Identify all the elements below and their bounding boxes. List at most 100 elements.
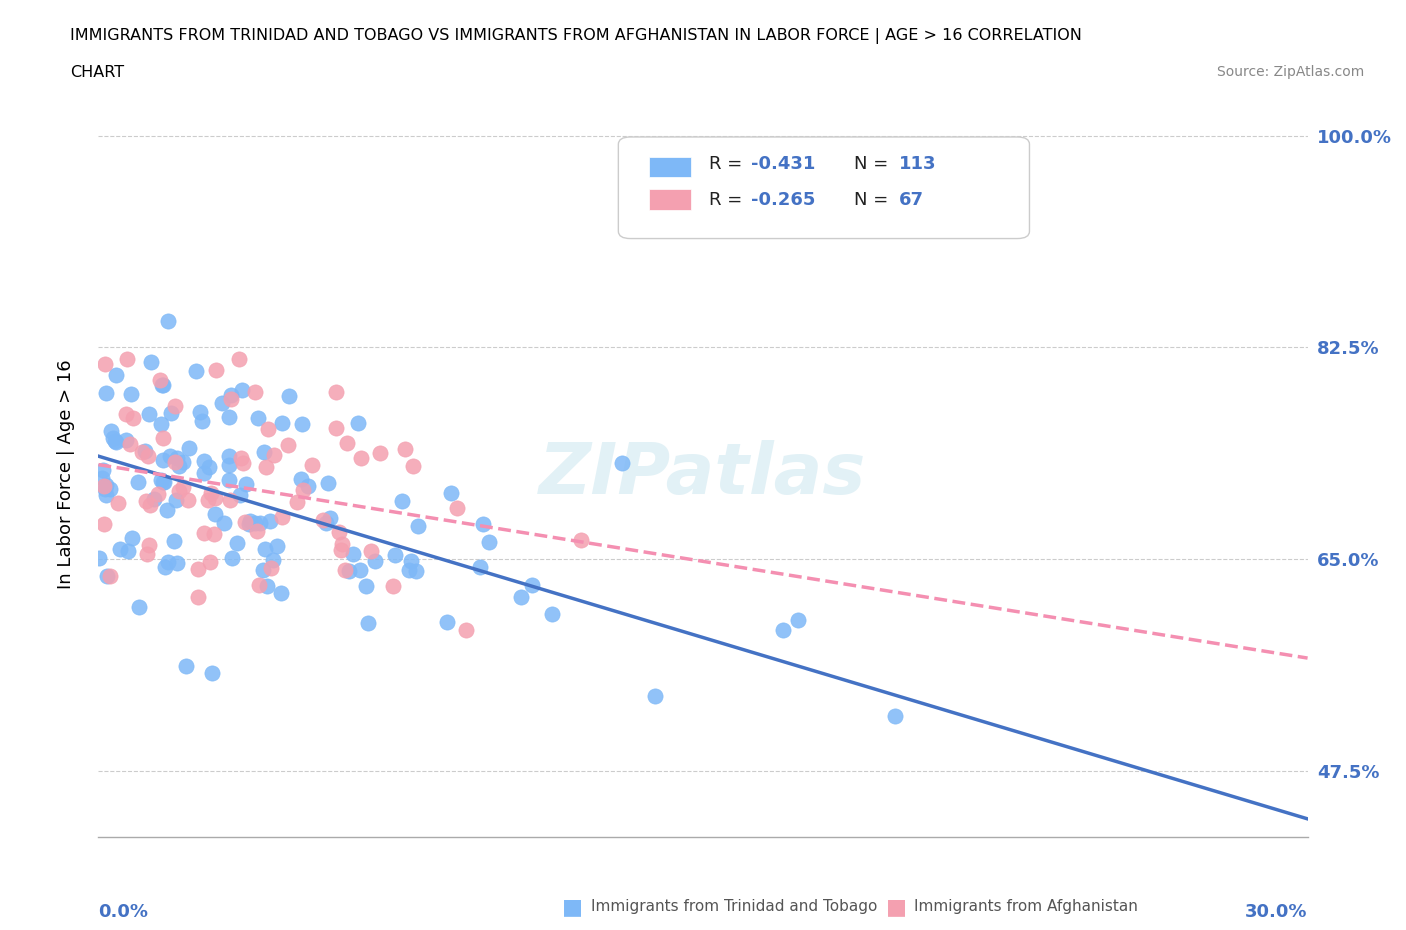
Point xyxy=(349,563,371,578)
Point xyxy=(405,564,427,578)
Point xyxy=(176,658,198,673)
Point xyxy=(221,551,243,565)
Point xyxy=(471,516,494,531)
Point xyxy=(193,525,215,540)
Point xyxy=(333,563,356,578)
Point xyxy=(198,459,221,474)
Point xyxy=(246,524,269,538)
Y-axis label: In Labor Force | Age > 16: In Labor Force | Age > 16 xyxy=(56,360,75,589)
Point xyxy=(540,606,562,621)
Point xyxy=(252,563,274,578)
Point xyxy=(93,479,115,494)
Point xyxy=(193,466,215,481)
Point xyxy=(193,453,215,468)
Point xyxy=(382,578,405,593)
Point xyxy=(104,433,127,448)
Point xyxy=(201,666,224,681)
Point xyxy=(165,493,187,508)
Point xyxy=(218,409,240,424)
Point xyxy=(218,493,240,508)
Point xyxy=(218,458,240,472)
Text: N =: N = xyxy=(855,191,894,209)
Point xyxy=(221,388,243,403)
Point xyxy=(187,590,209,604)
Point xyxy=(96,568,118,583)
Text: ■: ■ xyxy=(886,897,907,917)
Point xyxy=(115,406,138,421)
Point xyxy=(121,530,143,545)
Point xyxy=(522,578,544,592)
Point xyxy=(235,514,257,529)
Point xyxy=(329,542,352,557)
Point xyxy=(94,482,117,497)
Point xyxy=(91,462,114,477)
Point xyxy=(312,512,335,527)
Point xyxy=(510,590,533,604)
Point xyxy=(342,547,364,562)
Point xyxy=(238,517,260,532)
Point xyxy=(120,387,142,402)
Point xyxy=(190,414,212,429)
Point xyxy=(98,569,121,584)
Point xyxy=(394,442,416,457)
Point xyxy=(336,435,359,450)
Point xyxy=(254,459,277,474)
Point xyxy=(110,542,132,557)
Point xyxy=(107,496,129,511)
Point xyxy=(243,384,266,399)
Point xyxy=(221,392,243,406)
Point xyxy=(122,411,145,426)
Point xyxy=(277,437,299,452)
Point xyxy=(239,513,262,528)
Point xyxy=(104,434,127,449)
Point xyxy=(149,373,172,388)
Point xyxy=(363,553,385,568)
Text: ZIPatlas: ZIPatlas xyxy=(540,440,866,509)
Point xyxy=(200,485,222,500)
Point xyxy=(198,555,221,570)
Point xyxy=(610,455,633,470)
Point xyxy=(232,456,254,471)
Point xyxy=(218,472,240,487)
Point xyxy=(454,623,477,638)
Point xyxy=(131,445,153,459)
Point xyxy=(93,356,115,371)
Point xyxy=(115,352,138,366)
Text: R =: R = xyxy=(709,191,748,209)
Point xyxy=(354,578,377,593)
Point xyxy=(297,478,319,493)
Point xyxy=(136,449,159,464)
Text: IMMIGRANTS FROM TRINIDAD AND TOBAGO VS IMMIGRANTS FROM AFGHANISTAN IN LABOR FORC: IMMIGRANTS FROM TRINIDAD AND TOBAGO VS I… xyxy=(70,28,1083,44)
Point xyxy=(325,384,347,399)
Point xyxy=(165,454,187,469)
Point xyxy=(231,451,253,466)
Point xyxy=(152,452,174,467)
Point xyxy=(357,616,380,631)
Point xyxy=(368,445,391,460)
Point xyxy=(391,494,413,509)
Point xyxy=(94,478,117,493)
Point xyxy=(884,709,907,724)
Point xyxy=(93,516,115,531)
Point xyxy=(254,542,277,557)
Point xyxy=(271,416,294,431)
Point xyxy=(247,410,270,425)
Point xyxy=(89,550,111,565)
Point xyxy=(440,485,463,500)
Point xyxy=(105,367,128,382)
Point xyxy=(256,578,278,593)
Text: -0.431: -0.431 xyxy=(751,154,815,173)
Text: N =: N = xyxy=(855,154,894,173)
Point xyxy=(257,421,280,436)
Point xyxy=(318,475,340,490)
Text: -0.265: -0.265 xyxy=(751,191,815,209)
Point xyxy=(150,378,173,392)
FancyBboxPatch shape xyxy=(619,137,1029,239)
Point xyxy=(165,399,187,414)
Point xyxy=(260,561,283,576)
Point xyxy=(153,474,176,489)
Text: ■: ■ xyxy=(562,897,583,917)
Point xyxy=(100,424,122,439)
Point xyxy=(319,511,342,525)
Point xyxy=(139,354,162,369)
